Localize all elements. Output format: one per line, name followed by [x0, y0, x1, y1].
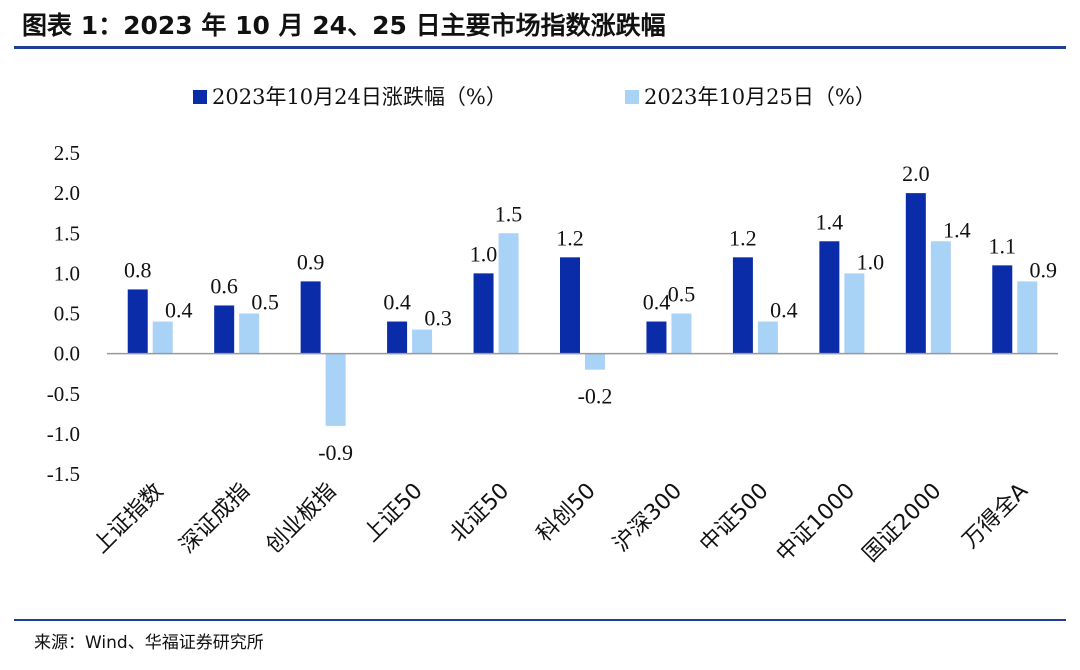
bar-series-2 [844, 273, 865, 354]
data-label-series-1: 2.0 [902, 161, 930, 186]
legend-label-series-1: 2023年10月24日涨跌幅（%） [212, 85, 507, 109]
chart-canvas: 2023年10月24日涨跌幅（%） 2023年10月25日（%） 2.5 2.0 1… [47, 85, 1058, 567]
legend-swatch-series-2 [625, 90, 639, 104]
x-category-label: 沪深300 [609, 479, 687, 557]
x-category-label: 创业板指 [261, 479, 341, 559]
data-label-series-1: 0.4 [643, 290, 671, 315]
y-tick-label: 1.5 [54, 221, 80, 245]
x-category-label: 科创50 [532, 479, 601, 548]
y-tick-label: 0.5 [54, 302, 80, 326]
x-category-label: 国证2000 [858, 479, 946, 567]
bar-series-1 [214, 305, 235, 354]
bar-series-2 [671, 313, 692, 354]
bar-series-2 [325, 353, 346, 426]
legend-swatch-series-1 [193, 90, 207, 104]
y-axis: 2.5 2.0 1.5 1.0 0.5 0.0 -0.5 -1.0 -1.5 [47, 141, 80, 486]
x-category-label: 上证指数 [89, 479, 169, 559]
y-tick-label: 2.0 [54, 181, 80, 205]
bar-series-2 [152, 321, 173, 354]
source-note: 来源：Wind、华福证券研究所 [34, 633, 264, 653]
bar-series-1 [732, 257, 753, 354]
data-label-series-2: 1.5 [495, 201, 523, 226]
data-label-series-1: 1.4 [816, 209, 844, 234]
legend: 2023年10月24日涨跌幅（%） 2023年10月25日（%） [193, 85, 876, 109]
figure-title: 图表 1：2023 年 10 月 24、25 日主要市场指数涨跌幅 [22, 11, 666, 40]
category-labels: 上证指数 深证成指 创业板指 上证50 北证50 科创50 沪深300 中证500中证1000… [89, 479, 1033, 567]
top-rule [14, 46, 1066, 49]
data-label-series-2: 0.9 [1030, 257, 1058, 282]
y-tick-label: 1.0 [54, 261, 80, 285]
data-label-series-2: -0.9 [318, 440, 353, 465]
y-tick-label: 0.0 [54, 342, 80, 366]
bar-series-1 [560, 257, 580, 354]
y-tick-label: -1.5 [47, 462, 80, 486]
bar-series-2 [1017, 281, 1038, 354]
bar-series-1 [387, 321, 408, 354]
data-label-series-2: 0.4 [770, 298, 798, 323]
data-label-series-2: 0.5 [668, 282, 696, 307]
bar-series-2 [757, 321, 778, 354]
legend-label-series-2: 2023年10月25日（%） [644, 85, 876, 109]
data-label-series-2: 0.3 [424, 306, 452, 331]
data-label-series-1: 0.8 [124, 257, 152, 282]
data-label-series-2: 0.5 [251, 290, 279, 315]
data-label-series-1: 0.9 [297, 249, 325, 274]
bar-series-1 [819, 241, 840, 354]
x-category-label: 中证1000 [772, 479, 860, 567]
x-category-label: 北证50 [446, 479, 515, 548]
bar-series-1 [646, 321, 667, 354]
data-labels: 0.8 0.4 0.6 0.5 0.9 -0.9 0.4 0.3 1.0 1.5 1.2 -0.2 0.… [124, 161, 1057, 465]
data-label-series-2: 1.4 [943, 217, 971, 242]
x-category-label: 万得全A [958, 479, 1033, 554]
data-label-series-1: 1.0 [470, 241, 498, 266]
data-label-series-2: -0.2 [578, 384, 613, 409]
bar-series-1 [300, 281, 321, 354]
data-label-series-2: 1.0 [857, 249, 885, 274]
y-tick-label: 2.5 [54, 141, 80, 165]
data-label-series-1: 1.1 [989, 233, 1017, 258]
data-label-series-1: 1.2 [729, 225, 757, 250]
bar-series-2 [585, 353, 605, 370]
bar-series-2 [239, 313, 260, 354]
bar-series-1 [127, 289, 148, 354]
data-label-series-1: 0.6 [210, 273, 238, 298]
bar-series-1 [905, 193, 926, 354]
x-category-label: 中证500 [695, 479, 773, 557]
x-category-label: 深证成指 [175, 479, 255, 559]
data-label-series-1: 1.2 [556, 225, 584, 250]
bottom-rule [14, 619, 1066, 621]
bar-series-2 [930, 241, 951, 354]
bars [127, 193, 1038, 426]
bar-series-2 [412, 329, 433, 354]
data-label-series-1: 0.4 [383, 290, 411, 315]
bar-series-2 [498, 233, 519, 354]
y-tick-label: -1.0 [47, 422, 80, 446]
bar-series-1 [992, 265, 1013, 354]
bar-series-1 [473, 273, 494, 354]
data-label-series-2: 0.4 [165, 298, 193, 323]
x-category-label: 上证50 [359, 479, 428, 548]
y-tick-label: -0.5 [47, 382, 80, 406]
